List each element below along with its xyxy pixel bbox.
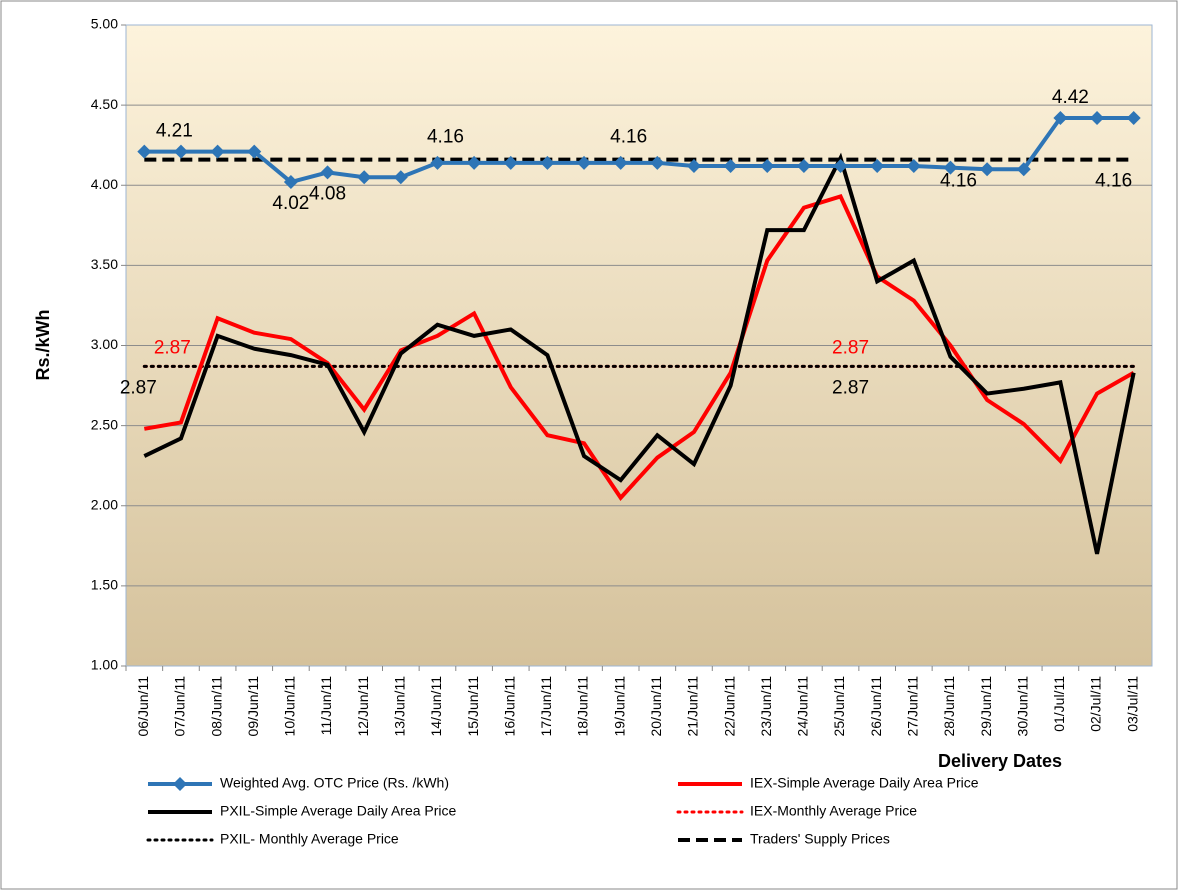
x-tick-label: 01/Jul/11 (1051, 676, 1067, 732)
series-marker (467, 155, 482, 170)
x-tick-label: 27/Jun/11 (905, 676, 921, 737)
data-label: 2.87 (832, 377, 869, 398)
series-marker (1090, 110, 1105, 125)
y-tick-label: 4.50 (91, 96, 118, 112)
data-label: 4.21 (156, 121, 193, 142)
series-marker (137, 144, 152, 159)
data-label: 2.87 (154, 337, 191, 358)
series-marker (540, 155, 555, 170)
y-tick-label: 1.50 (91, 577, 118, 593)
series-marker (796, 159, 811, 174)
series-marker (686, 159, 701, 174)
legend-label: IEX-Monthly Average Price (750, 803, 917, 819)
legend-label: PXIL- Monthly Average Price (220, 831, 399, 847)
series-marker (210, 144, 225, 159)
series-marker (650, 155, 665, 170)
data-label: 2.87 (120, 377, 157, 398)
x-tick-label: 03/Jul/11 (1124, 676, 1140, 732)
x-tick-label: 29/Jun/11 (978, 676, 994, 737)
x-tick-label: 25/Jun/11 (831, 676, 847, 737)
y-tick-label: 4.00 (91, 176, 118, 192)
legend-label: Weighted Avg. OTC Price (Rs. /kWh) (220, 775, 449, 791)
data-label: 4.16 (427, 127, 464, 148)
x-tick-label: 14/Jun/11 (428, 676, 444, 737)
x-tick-label: 28/Jun/11 (941, 676, 957, 737)
data-label: 2.87 (832, 337, 869, 358)
series-marker (577, 155, 592, 170)
series-marker (247, 144, 262, 159)
legend-marker (173, 777, 187, 791)
y-axis-title: Rs./kWh (33, 309, 53, 380)
data-label: 4.16 (940, 171, 977, 192)
x-tick-label: 21/Jun/11 (685, 676, 701, 737)
series-marker (503, 155, 518, 170)
x-tick-label: 10/Jun/11 (282, 676, 298, 737)
data-label: 4.02 (272, 193, 309, 214)
legend-label: Traders' Supply Prices (750, 831, 890, 847)
y-tick-label: 1.00 (91, 657, 118, 673)
y-tick-label: 3.00 (91, 336, 118, 352)
data-label: 4.08 (309, 183, 346, 204)
series-line (143, 152, 1136, 555)
x-tick-label: 24/Jun/11 (795, 676, 811, 737)
series-marker (833, 159, 848, 174)
x-axis-title: Delivery Dates (938, 751, 1062, 771)
x-tick-label: 16/Jun/11 (501, 676, 517, 737)
series-marker (613, 155, 628, 170)
data-label: 4.16 (1095, 171, 1132, 192)
series-marker (430, 155, 445, 170)
y-tick-label: 3.50 (91, 256, 118, 272)
series-marker (723, 159, 738, 174)
x-tick-label: 23/Jun/11 (758, 676, 774, 737)
y-tick-label: 2.50 (91, 416, 118, 432)
x-tick-label: 02/Jul/11 (1088, 676, 1104, 732)
x-tick-label: 22/Jun/11 (721, 676, 737, 737)
series-marker (393, 170, 408, 185)
x-tick-label: 06/Jun/11 (135, 676, 151, 737)
x-tick-label: 11/Jun/11 (318, 676, 334, 736)
series-marker (943, 160, 958, 175)
x-tick-label: 15/Jun/11 (465, 676, 481, 737)
x-tick-label: 30/Jun/11 (1014, 676, 1030, 737)
x-tick-label: 08/Jun/11 (208, 676, 224, 737)
legend-label: PXIL-Simple Average Daily Area Price (220, 803, 457, 819)
series-marker (980, 162, 995, 177)
data-label: 4.16 (610, 127, 647, 148)
x-tick-label: 12/Jun/11 (355, 676, 371, 737)
series-marker (906, 159, 921, 174)
data-label: 4.42 (1052, 87, 1089, 108)
series-marker (173, 144, 188, 159)
x-tick-label: 20/Jun/11 (648, 676, 664, 737)
legend-label: IEX-Simple Average Daily Area Price (750, 775, 979, 791)
series-line (144, 115, 1134, 185)
series-marker (1053, 110, 1068, 125)
y-tick-label: 2.00 (91, 496, 118, 512)
series-marker (320, 165, 335, 180)
series-marker (1016, 162, 1031, 177)
x-tick-label: 17/Jun/11 (538, 676, 554, 737)
series-marker (357, 170, 372, 185)
x-tick-label: 19/Jun/11 (611, 676, 627, 737)
x-tick-label: 26/Jun/11 (868, 676, 884, 737)
x-tick-label: 07/Jun/11 (172, 676, 188, 737)
x-tick-label: 13/Jun/11 (392, 676, 408, 737)
x-tick-label: 09/Jun/11 (245, 676, 261, 737)
series-marker (283, 175, 298, 190)
series-marker (760, 159, 775, 174)
x-tick-label: 18/Jun/11 (575, 676, 591, 737)
y-tick-label: 5.00 (91, 16, 118, 32)
series-marker (870, 159, 885, 174)
series-marker (1126, 110, 1141, 125)
